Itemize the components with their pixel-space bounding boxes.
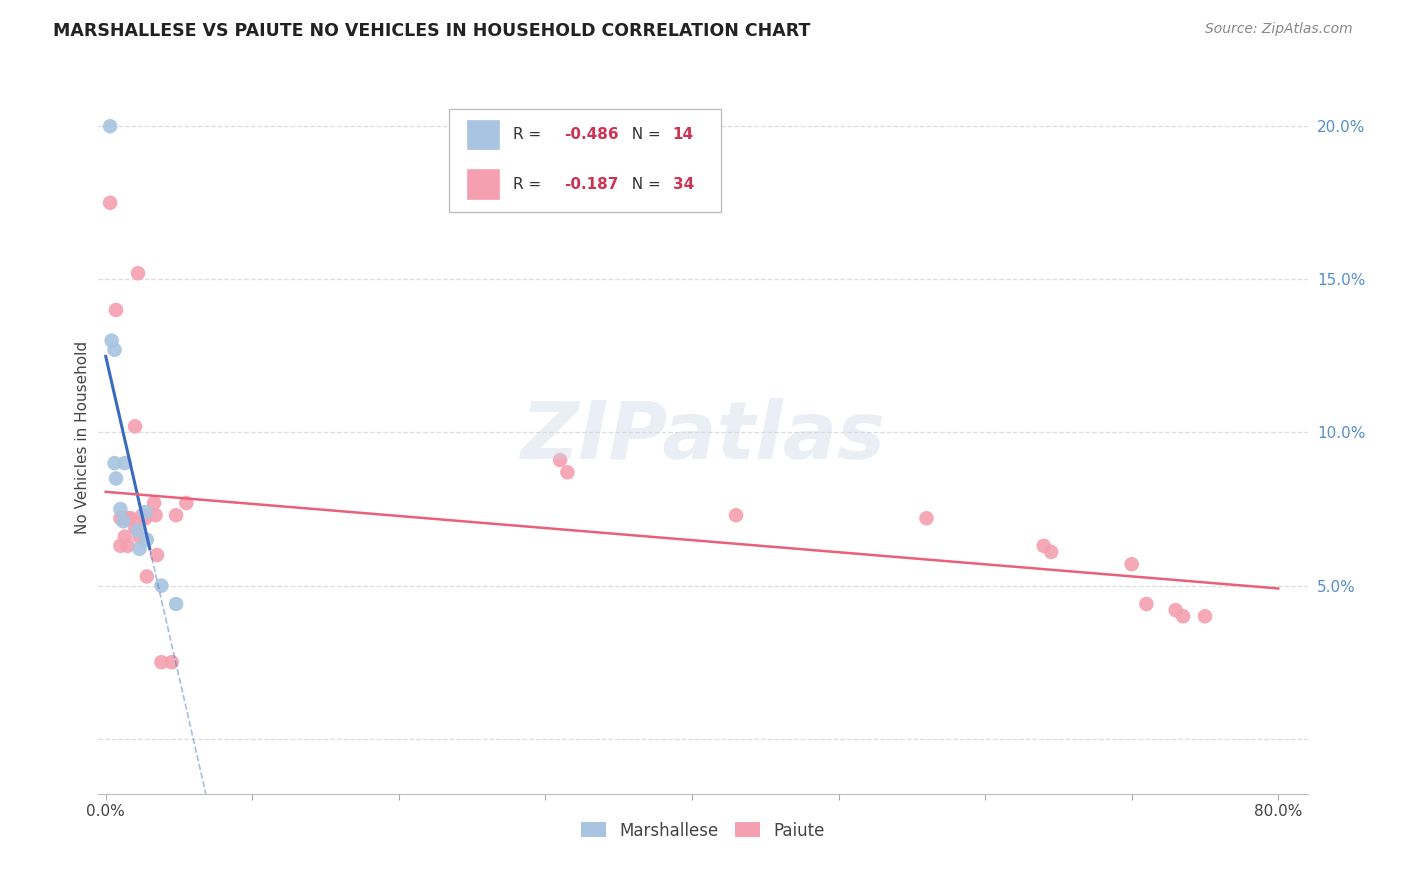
Text: ZIPatlas: ZIPatlas (520, 398, 886, 476)
Point (143, 496, 166, 510)
Point (112, 514, 135, 528)
Point (103, 343, 125, 357)
Point (135, 569, 157, 583)
FancyBboxPatch shape (467, 120, 499, 150)
FancyBboxPatch shape (467, 169, 499, 200)
Text: Source: ZipAtlas.com: Source: ZipAtlas.com (1205, 22, 1353, 37)
Point (915, 511, 938, 525)
Point (1194, 609, 1216, 624)
FancyBboxPatch shape (449, 109, 721, 212)
Point (105, 303, 128, 318)
Text: R =: R = (513, 177, 551, 192)
Point (112, 511, 135, 525)
Point (114, 530, 136, 544)
Point (127, 266, 149, 280)
Point (557, 465, 579, 479)
Point (548, 453, 571, 467)
Point (150, 655, 173, 669)
Point (1121, 557, 1143, 571)
Point (98, 195, 121, 210)
Point (1040, 545, 1063, 559)
Point (160, 655, 183, 669)
Point (127, 524, 149, 538)
Text: -0.486: -0.486 (564, 127, 619, 142)
Point (134, 505, 156, 519)
Point (103, 456, 125, 470)
Point (114, 456, 136, 470)
Text: 14: 14 (672, 127, 695, 142)
Point (124, 419, 146, 434)
Point (128, 541, 150, 556)
Point (145, 508, 167, 523)
Y-axis label: No Vehicles in Household: No Vehicles in Household (75, 341, 90, 533)
Point (1032, 539, 1054, 553)
Point (146, 548, 169, 562)
Text: 34: 34 (672, 177, 695, 192)
Point (120, 511, 142, 525)
Point (128, 530, 150, 544)
Point (724, 508, 747, 523)
Point (1164, 603, 1187, 617)
Point (1171, 609, 1194, 624)
Point (135, 533, 157, 547)
Point (165, 597, 187, 611)
Legend: Marshallese, Paiute: Marshallese, Paiute (575, 815, 831, 847)
Point (110, 502, 132, 516)
Point (117, 511, 139, 525)
Point (176, 496, 198, 510)
Text: R =: R = (513, 127, 547, 142)
Point (110, 539, 132, 553)
Point (124, 520, 146, 534)
Point (110, 511, 132, 525)
Text: -0.187: -0.187 (564, 177, 619, 192)
Point (131, 508, 153, 523)
Point (150, 579, 173, 593)
Point (98, 120, 121, 134)
Point (100, 334, 122, 348)
Text: N =: N = (621, 127, 665, 142)
Point (134, 511, 156, 525)
Point (165, 508, 187, 523)
Point (117, 539, 139, 553)
Text: MARSHALLESE VS PAIUTE NO VEHICLES IN HOUSEHOLD CORRELATION CHART: MARSHALLESE VS PAIUTE NO VEHICLES IN HOU… (53, 22, 811, 40)
Point (105, 471, 128, 485)
Point (1135, 597, 1157, 611)
Text: N =: N = (621, 177, 665, 192)
